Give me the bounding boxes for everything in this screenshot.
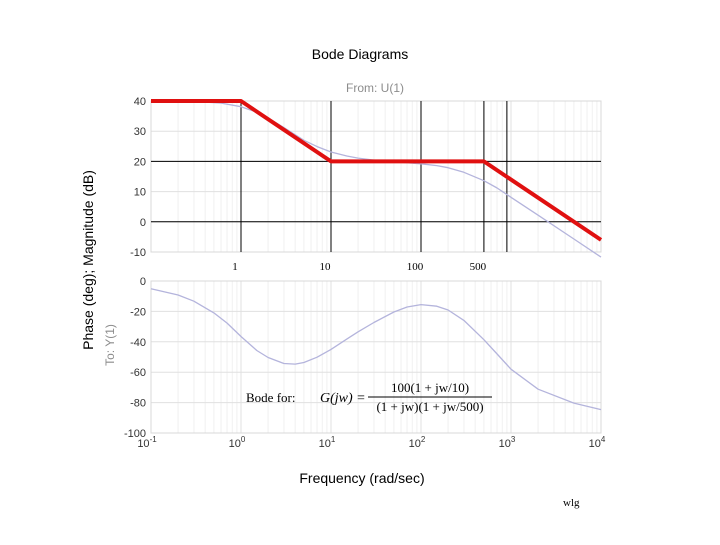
x-tick-label: 101 bbox=[319, 435, 336, 450]
annotation-denominator: (1 + jw)(1 + jw/500) bbox=[376, 399, 483, 414]
x-tick-label: 103 bbox=[499, 435, 516, 450]
x-tick-label: 104 bbox=[589, 435, 606, 450]
series-layer bbox=[150, 99, 603, 411]
magnitude-y-tick-label: 10 bbox=[134, 187, 146, 199]
asymptote-line bbox=[151, 99, 603, 242]
annotation-prefix: Bode for: bbox=[246, 390, 295, 405]
magnitude-y-tick-label: 20 bbox=[134, 156, 146, 168]
transfer-function-annotation: Bode for: G(jw) = 100(1 + jw/10) (1 + jw… bbox=[246, 380, 492, 414]
axes-frames bbox=[150, 100, 602, 434]
x-axis-label: Frequency (rad/sec) bbox=[299, 470, 424, 486]
phase-y-tick-label: -40 bbox=[130, 337, 146, 349]
phase-line bbox=[150, 288, 602, 411]
magnitude-y-tick-label: 40 bbox=[134, 96, 146, 108]
x-tick-label: 100 bbox=[229, 435, 246, 450]
magnitude-y-tick-label: 30 bbox=[134, 126, 146, 138]
annotation-lhs: G(jw) = bbox=[320, 391, 366, 406]
phase-y-tick-label: -100 bbox=[124, 428, 146, 440]
magnitude-axes-frame bbox=[150, 100, 602, 253]
chart-subtitle: From: U(1) bbox=[346, 81, 404, 95]
phase-y-tick-label: -20 bbox=[130, 306, 146, 318]
phase-y-tick-label: -60 bbox=[130, 367, 146, 379]
footer-signature: wlg bbox=[563, 497, 580, 509]
y-axis-secondary-label: To: Y(1) bbox=[103, 324, 117, 366]
phase-axes-frame bbox=[150, 280, 602, 434]
phase-y-tick-label: -80 bbox=[130, 398, 146, 410]
marker-label: 1 bbox=[232, 261, 238, 273]
grid-layer bbox=[150, 100, 601, 434]
marker-label: 100 bbox=[407, 261, 424, 273]
x-tick-label: 102 bbox=[409, 435, 426, 450]
magnitude-y-tick-label: 0 bbox=[140, 217, 146, 229]
chart-title: Bode Diagrams bbox=[312, 46, 409, 62]
magnitude-y-tick-label: -10 bbox=[130, 247, 146, 259]
annotation-numerator: 100(1 + jw/10) bbox=[391, 380, 469, 395]
phase-y-tick-label: 0 bbox=[140, 276, 146, 288]
marker-lines bbox=[151, 101, 601, 252]
marker-label: 500 bbox=[470, 261, 487, 273]
magnitude-line bbox=[150, 100, 602, 258]
y-axis-label: Phase (deg); Magnitude (dB) bbox=[80, 170, 96, 350]
x-tick-label: 10-1 bbox=[137, 435, 157, 450]
marker-label: 10 bbox=[320, 261, 332, 273]
